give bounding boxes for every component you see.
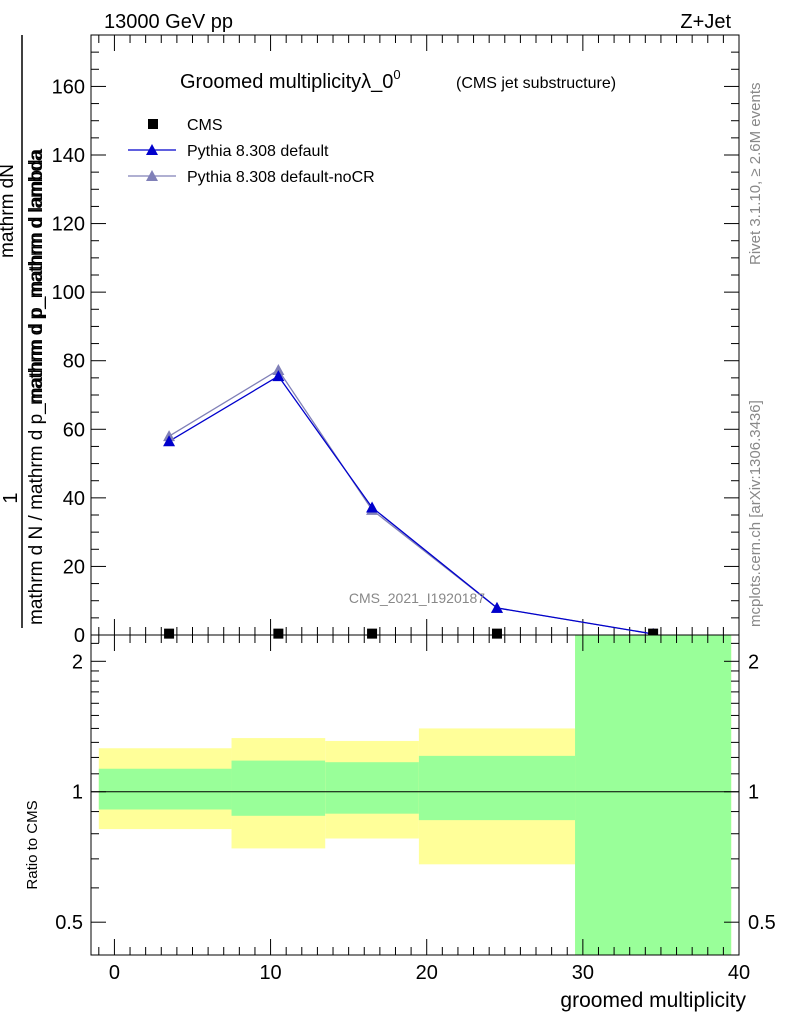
y-tick-label: 140 [52, 145, 85, 167]
stat-uncertainty-band [231, 760, 326, 816]
y-tick-label: 0 [74, 625, 85, 647]
y-tick-label: 20 [63, 556, 85, 578]
x-tick-label: 40 [728, 962, 750, 984]
chart-title: Groomed multiplicityλ_00 [180, 67, 401, 93]
site-label: mcplots.cern.ch [arXiv:1306.3436] [747, 400, 764, 627]
ratio-y-tick-label: 1 [72, 782, 83, 804]
data-point-triangle [366, 501, 379, 513]
ratio-xticks: 0 10 20 30 40 [98, 635, 750, 984]
data-point-triangle [272, 370, 285, 382]
y-tick-label: 120 [52, 214, 85, 236]
legend-label: Pythia 8.308 default-noCR [187, 169, 375, 186]
chart-title-superscript: 0 [393, 67, 400, 82]
ratio-ylabel: Ratio to CMS [24, 800, 41, 889]
legend-label: Pythia 8.308 default [187, 143, 329, 160]
y-tick-label: 60 [63, 419, 85, 441]
process-label: Z+Jet [680, 11, 731, 33]
data-point-square [273, 628, 284, 639]
data-point-square [164, 628, 175, 639]
y-tick-label: 160 [52, 76, 85, 98]
stat-uncertainty-band [325, 762, 419, 814]
ylabel-outer-denominator: mathrm d N / mathrm d p_mathrm d p_mathr… [26, 148, 47, 625]
ylabel-inner-denominator: mathrm d p_mathrm d lambda [26, 150, 47, 405]
main-ylabel: 1 mathrm d N / mathrm d p_mathrm d p_mat… [0, 35, 47, 628]
main-series [163, 363, 660, 639]
legend-label: CMS [187, 117, 223, 134]
y-tick-label: 100 [52, 282, 85, 304]
main-yticks: 0 20 40 60 80 100 120 140 160 [52, 34, 739, 647]
y-tick-label: 80 [63, 351, 85, 373]
data-point-triangle [272, 363, 285, 375]
ratio-frame [90, 634, 740, 956]
stat-uncertainty-band [575, 635, 732, 955]
stat-uncertainty-band [418, 755, 576, 821]
analysis-tag: CMS_2021_I1920187 [349, 590, 485, 606]
ratio-panel: 0.5 0.5 1 1 2 2 0 10 20 30 40 Ratio to CMS groome… [24, 634, 776, 1012]
chart-subtitle: (CMS jet substructure) [456, 75, 616, 92]
energy-label: 13000 GeV pp [104, 11, 233, 33]
x-tick-label: 30 [572, 962, 594, 984]
chart-title-main: Groomed multiplicityλ_0 [180, 71, 393, 93]
x-tick-label: 10 [259, 962, 281, 984]
ratio-y-tick-label: 2 [72, 651, 83, 673]
x-tick-label: 0 [109, 962, 120, 984]
main-xticks [98, 35, 740, 635]
ratio-y-tick-label: 0.5 [55, 912, 83, 934]
ylabel-numerator: mathrm dN [0, 164, 18, 258]
ratio-xlabel: groomed multiplicity [560, 989, 746, 1012]
legend: CMS Pythia 8.308 default Pythia 8.308 defa… [128, 117, 375, 186]
ratio-yticks: 0.5 0.5 1 1 2 2 [55, 642, 776, 934]
data-point-square [491, 628, 502, 639]
data-point-square [367, 628, 378, 639]
ratio-y-tick-label-right: 1 [748, 782, 759, 804]
ratio-y-tick-label-right: 0.5 [748, 912, 776, 934]
ylabel-one: 1 [0, 492, 22, 503]
data-point-square [648, 628, 659, 639]
legend-marker [148, 119, 158, 129]
data-point-triangle [490, 601, 503, 613]
x-tick-label: 20 [416, 962, 438, 984]
stat-uncertainty-band [98, 768, 232, 810]
y-tick-label: 40 [63, 488, 85, 510]
ratio-y-tick-label-right: 2 [748, 651, 759, 673]
ratio-bands [98, 635, 732, 955]
rivet-label: Rivet 3.1.10, ≥ 2.6M events [747, 83, 764, 266]
legend-marker [146, 170, 158, 181]
legend-marker [146, 144, 158, 155]
data-point-triangle [163, 435, 176, 447]
